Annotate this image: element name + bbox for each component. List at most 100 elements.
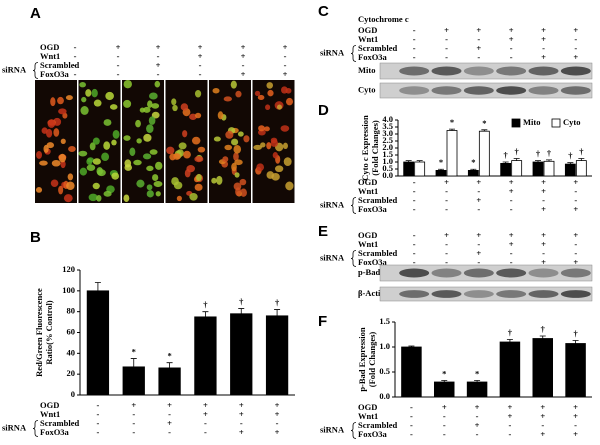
condition-sign: + [573, 411, 578, 421]
cell [96, 194, 102, 202]
cell [36, 150, 43, 159]
blot-band [496, 86, 527, 95]
condition-sign: - [74, 51, 77, 61]
condition-sign: + [573, 25, 578, 35]
sirna-label: siRNA [320, 199, 345, 209]
bar [575, 160, 587, 177]
blot-band [528, 66, 559, 76]
cell [223, 96, 232, 102]
condition-sign: - [117, 69, 120, 79]
blot-band [560, 290, 591, 298]
cell [183, 150, 191, 159]
blot-band [560, 268, 591, 278]
condition-sign: + [509, 239, 514, 249]
brace [32, 62, 39, 79]
error-bar [130, 358, 137, 367]
blot-band [496, 268, 527, 278]
cell [43, 144, 49, 153]
condition-sign: + [541, 34, 546, 44]
condition-sign: + [573, 257, 578, 267]
condition-sign: + [239, 409, 244, 419]
condition-label: Scrambled [358, 420, 397, 430]
error-bar [238, 308, 245, 314]
y-tick-label: 40 [67, 347, 76, 357]
panel-letter: E [318, 223, 328, 240]
condition-sign: + [241, 42, 246, 52]
panel-letter: D [318, 102, 329, 119]
cell [103, 119, 112, 126]
condition-sign: - [413, 257, 416, 267]
cell [86, 158, 93, 166]
cell [233, 145, 242, 154]
cell [225, 130, 234, 139]
y-tick-label: 1.5 [379, 316, 390, 326]
cell [58, 108, 67, 115]
cell [146, 190, 154, 198]
cell [47, 119, 56, 128]
condition-sign: + [573, 177, 578, 187]
condition-sign: + [156, 42, 161, 52]
blot-band [431, 86, 462, 95]
annotation: † [203, 300, 208, 310]
cell [173, 153, 181, 160]
cell [135, 119, 141, 128]
condition-sign: - [168, 427, 171, 437]
condition-sign: - [574, 43, 577, 53]
condition-label: FoxO3a [358, 429, 388, 439]
condition-sign: - [510, 257, 513, 267]
condition-sign: + [476, 248, 481, 258]
condition-label: OGD [40, 400, 59, 410]
panel-letter: C [318, 3, 329, 20]
y-axis-label: Ratio(% Control) [44, 300, 54, 364]
condition-sign: - [199, 69, 202, 79]
condition-sign: - [204, 427, 207, 437]
cell [58, 153, 67, 163]
condition-sign: + [509, 34, 514, 44]
cell [166, 146, 175, 155]
error-bar [441, 380, 448, 382]
condition-sign: - [476, 429, 479, 439]
condition-sign: + [541, 239, 546, 249]
condition-sign: + [541, 177, 546, 187]
condition-sign: - [74, 60, 77, 70]
condition-label: Scrambled [358, 43, 397, 53]
condition-sign: + [475, 402, 480, 412]
cell [256, 163, 265, 172]
condition-label: FoxO3a [40, 427, 70, 437]
bar [543, 160, 555, 177]
cell [111, 172, 120, 180]
blot-band [560, 86, 591, 95]
condition-sign: - [510, 52, 513, 62]
sirna-label: siRNA [320, 252, 345, 262]
error-bar [481, 129, 488, 132]
cell [235, 187, 242, 197]
micrograph [165, 80, 208, 203]
blot-band [463, 268, 494, 278]
bar [401, 346, 422, 398]
cell [147, 100, 153, 108]
condition-sign: + [241, 51, 246, 61]
condition-sign: - [204, 418, 207, 428]
condition-sign: - [117, 51, 120, 61]
cell [172, 104, 178, 112]
condition-sign: - [96, 400, 99, 410]
condition-sign: - [445, 52, 448, 62]
condition-sign: + [444, 25, 449, 35]
cell [123, 194, 130, 203]
cell [240, 188, 247, 197]
condition-sign: + [509, 25, 514, 35]
condition-sign: + [541, 257, 546, 267]
cell [257, 94, 265, 101]
cell [79, 82, 86, 88]
condition-sign: + [203, 400, 208, 410]
cell [78, 150, 88, 157]
condition-sign: - [96, 409, 99, 419]
cell [123, 99, 132, 108]
condition-sign: - [477, 34, 480, 44]
condition-label: FoxO3a [358, 257, 388, 267]
blot-band [528, 290, 559, 298]
brace [350, 422, 357, 439]
cell [191, 136, 201, 145]
y-axis-label: Cyto c Expression [360, 115, 370, 181]
bar [467, 169, 479, 177]
